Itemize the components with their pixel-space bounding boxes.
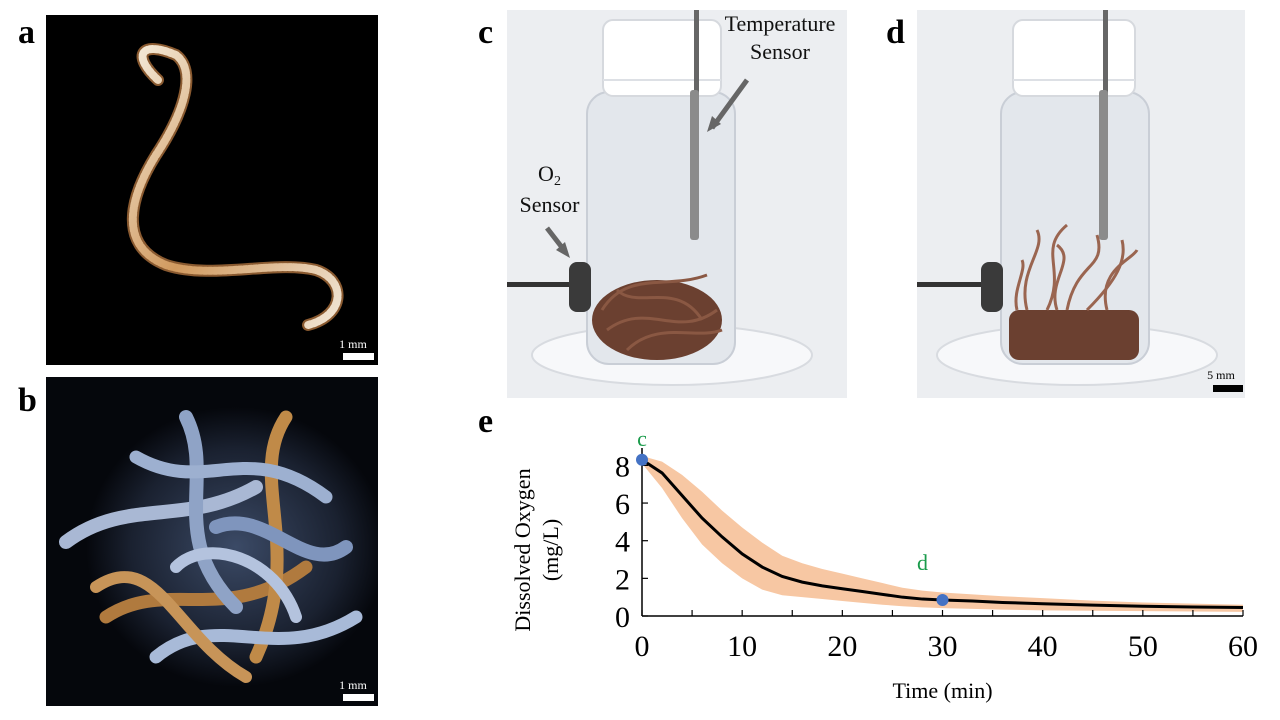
panel-letter-a: a — [18, 14, 35, 51]
scale-bar-a — [343, 353, 374, 360]
y-axis-label-line1: Dissolved Oxygen — [510, 468, 535, 631]
photo-single-worm: 1 mm — [46, 15, 378, 365]
mean-line — [641, 458, 1244, 610]
x-tick-label: 50 — [1128, 630, 1158, 663]
o2-label-main: O — [538, 161, 554, 186]
x-tick-label: 40 — [1028, 630, 1058, 663]
scale-bar-b — [343, 694, 374, 701]
y-tick-label: 0 — [615, 601, 630, 634]
confidence-band — [642, 456, 1243, 612]
y-tick-label: 6 — [615, 488, 630, 521]
marker-c — [636, 453, 648, 466]
y-tick-label: 4 — [615, 526, 630, 559]
scale-label-a: 1 mm — [339, 337, 367, 351]
scale-label-b: 1 mm — [339, 678, 367, 692]
x-axis-label: Time (min) — [892, 678, 992, 703]
y-axis-label-line2: (mg/L) — [538, 519, 563, 581]
y-tick-label: 2 — [615, 563, 630, 596]
x-tick-label: 60 — [1228, 630, 1258, 663]
dissolved-oxygen-chart: 0 10 20 30 40 50 60 0 2 4 6 8c d Time (min) Dissolved … — [510, 426, 1258, 703]
temperature-sensor-line1: Temperature — [724, 11, 836, 36]
x-tick-label: 20 — [827, 630, 857, 663]
photo-worm-cluster: 1 mm — [46, 377, 378, 706]
o2-sensor-label: O2 Sensor — [507, 160, 592, 218]
temperature-sensor-line2: Sensor — [750, 38, 810, 64]
marker-label-c: c — [637, 426, 647, 451]
x-tick-label: 30 — [928, 630, 958, 663]
o2-label-line2: Sensor — [519, 191, 580, 217]
panel-letter-d: d — [886, 14, 905, 51]
scale-bar-d — [1213, 385, 1243, 392]
y-tick-label: 8 — [615, 450, 630, 483]
panel-letter-c: c — [478, 14, 494, 51]
marker-d — [936, 594, 949, 606]
marker-label-d: d — [917, 550, 928, 575]
scale-label-d: 5 mm — [1207, 368, 1235, 382]
panel-letter-e: e — [478, 403, 494, 440]
panel-letter-b: b — [18, 382, 37, 419]
o2-label-sub: 2 — [553, 174, 561, 189]
temperature-sensor-label: Temperature Sensor — [715, 10, 845, 65]
photo-vial-worms-extended: 5 mm — [917, 10, 1245, 398]
x-tick-label: 0 — [635, 630, 650, 663]
x-tick-label: 10 — [727, 630, 757, 663]
photo-vial-with-sensors: Temperature Sensor O2 Sensor — [507, 10, 847, 398]
